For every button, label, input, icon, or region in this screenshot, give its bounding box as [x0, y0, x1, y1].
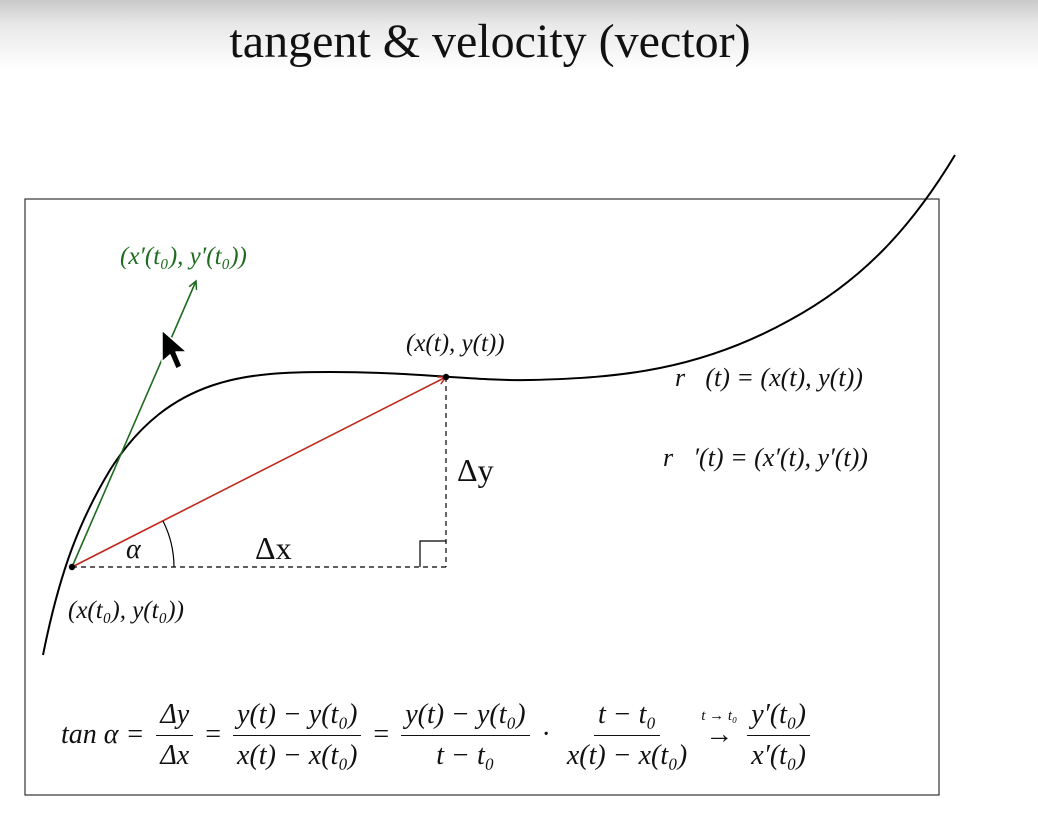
point-t — [442, 373, 450, 381]
formula-fraction-dt-dx: t − t₀ x(t) − x(t₀) — [563, 699, 691, 772]
fraction-numerator: Δy — [156, 699, 194, 736]
formula-fraction-difference: y(t) − y(t₀) x(t) − x(t₀) — [233, 699, 362, 772]
tangent-vector-label: (x′(t₀), y′(t₀)) — [120, 243, 247, 270]
point-t-label: (x(t), y(t)) — [406, 330, 505, 357]
mouse-cursor-icon — [161, 329, 188, 370]
dot-operator: · — [541, 719, 551, 750]
fraction-numerator: y(t) − y(t₀) — [401, 699, 530, 736]
angle-arc — [162, 520, 175, 568]
top-gradient-bar — [0, 0, 1038, 70]
position-vector-label: r⃗(t) = (x(t), y(t)) — [675, 363, 863, 392]
point-t0-label: (x(t₀), y(t₀)) — [68, 597, 184, 624]
fraction-denominator: x′(t₀) — [751, 739, 806, 771]
equals-sign: = — [373, 719, 390, 750]
curve — [42, 154, 956, 656]
formula-fraction-limit: y′(t₀) x′(t₀) — [747, 699, 810, 772]
formula-lhs: tan α = — [61, 719, 145, 750]
fraction-denominator: x(t) − x(t₀) — [566, 739, 688, 771]
equals-sign: = — [205, 719, 222, 750]
point-t0 — [68, 563, 76, 571]
fraction-denominator: x(t) − x(t₀) — [237, 739, 358, 771]
velocity-vector-label: r⃗′(t) = (x′(t), y′(t)) — [663, 443, 868, 472]
formula-fraction-delta: Δy Δx — [156, 699, 194, 772]
alpha-label: α — [126, 534, 141, 565]
limit-arrow: t → t₀ → — [701, 707, 738, 750]
delta-x-label: Δx — [255, 530, 292, 566]
fraction-numerator: y(t) − y(t₀) — [233, 699, 362, 736]
limit-condition: t → t₀ — [701, 707, 738, 724]
tangent-vector-arrow — [71, 281, 196, 568]
diagram-frame — [24, 198, 940, 796]
fraction-denominator: Δx — [160, 739, 190, 771]
delta-y-label: Δy — [457, 452, 494, 488]
secant-vector-arrow — [71, 377, 446, 568]
limit-arrow-symbol: → — [705, 718, 734, 750]
fraction-numerator: y′(t₀) — [747, 699, 810, 736]
fraction-denominator: t − t₀ — [436, 739, 495, 771]
slide-title: tangent & velocity (vector) — [229, 15, 751, 68]
formula-fraction-dy-dt: y(t) − y(t₀) t − t₀ — [401, 699, 530, 772]
right-angle-marker — [419, 540, 446, 567]
tangent-formula: tan α = Δy Δx = y(t) − y(t₀) x(t) − x(t₀… — [55, 690, 816, 780]
fraction-numerator: t − t₀ — [593, 699, 661, 736]
